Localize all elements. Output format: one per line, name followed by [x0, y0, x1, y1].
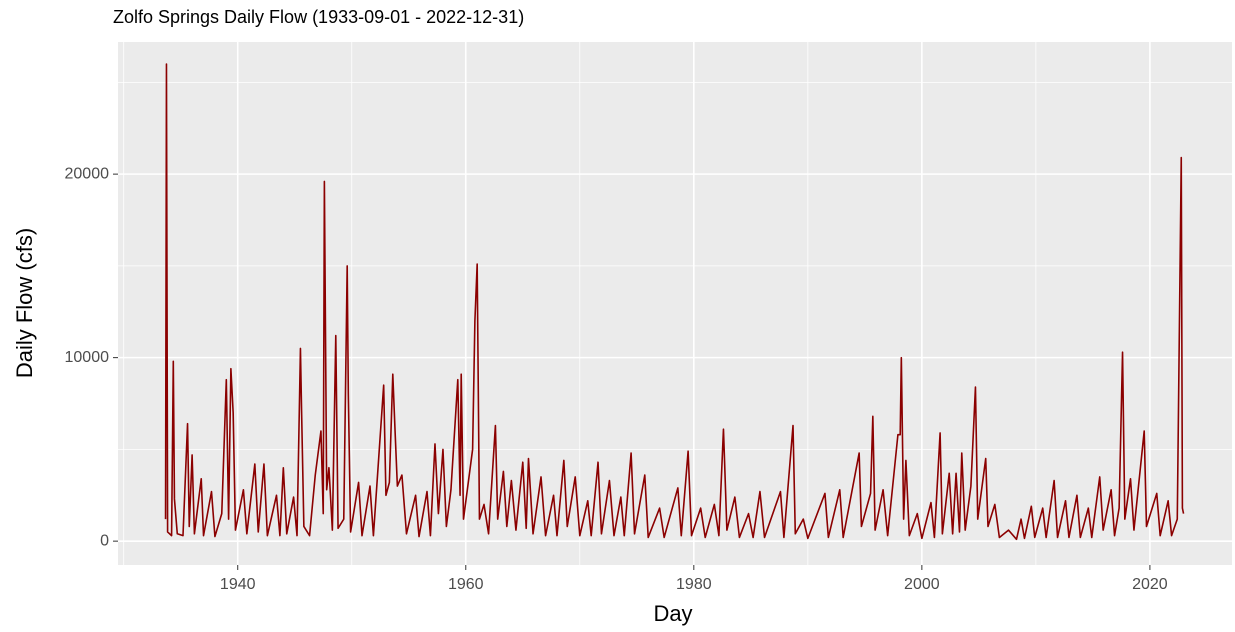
- x-tick-label: 2000: [904, 576, 940, 593]
- y-tick-label: 10000: [65, 349, 110, 366]
- chart-title: Zolfo Springs Daily Flow (1933-09-01 - 2…: [113, 7, 524, 27]
- x-tick-label: 1940: [220, 576, 256, 593]
- y-axis-title: Daily Flow (cfs): [12, 228, 37, 378]
- y-tick-label: 20000: [65, 165, 110, 182]
- x-axis-title: Day: [653, 601, 692, 626]
- x-tick-label: 1980: [676, 576, 712, 593]
- y-tick-label: 0: [100, 532, 109, 549]
- flow-line: [164, 63, 1185, 541]
- x-tick-label: 2020: [1132, 576, 1168, 593]
- x-tick-label: 1960: [448, 576, 484, 593]
